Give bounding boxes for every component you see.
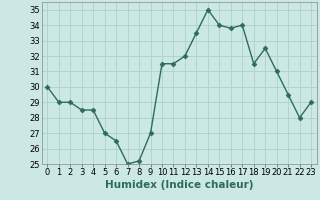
X-axis label: Humidex (Indice chaleur): Humidex (Indice chaleur) bbox=[105, 180, 253, 190]
